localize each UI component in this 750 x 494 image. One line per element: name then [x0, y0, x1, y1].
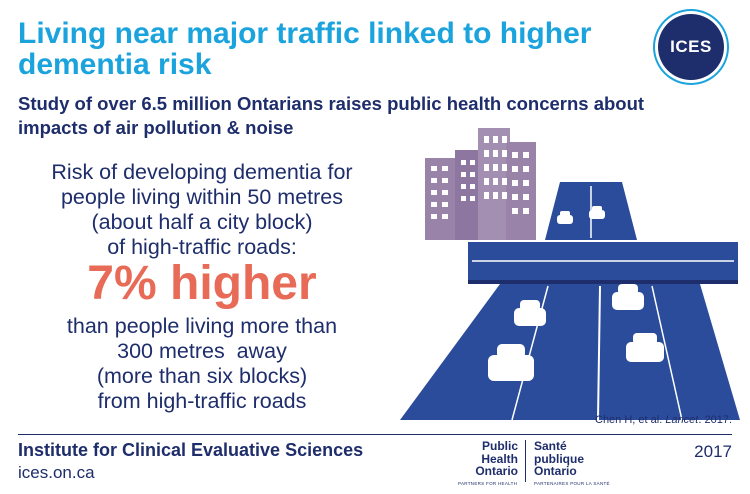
pho-line: Ontario	[534, 464, 577, 478]
car-icon	[626, 333, 664, 362]
finding-lead: Risk of developing dementia for people l…	[14, 160, 390, 260]
citation-journal: Lancet	[665, 414, 699, 426]
ices-logo: ICES	[658, 14, 724, 80]
highway-city-illustration	[400, 128, 740, 420]
pho-line: Public	[481, 439, 518, 453]
car-icon	[514, 300, 546, 326]
comparison-line: than people living more than	[66, 314, 338, 338]
organization-name: Institute for Clinical Evaluative Scienc…	[18, 440, 364, 460]
pho-line: Health	[481, 451, 518, 466]
car-icon	[488, 344, 534, 381]
near-road	[400, 284, 740, 420]
pho-french-tagline: PARTENAIRES POUR LA SANTÉ	[534, 481, 610, 486]
organization-url[interactable]: ices.on.ca	[18, 463, 95, 482]
publication-year: 2017	[694, 442, 732, 461]
finding-lead-line: Risk of developing dementia for	[51, 160, 353, 184]
pho-divider	[525, 440, 526, 482]
pho-line: Ontario	[475, 464, 518, 478]
risk-highlight: 7% higher	[87, 257, 317, 310]
city-buildings	[425, 128, 536, 240]
finding-lead-line: of high-traffic roads:	[107, 235, 297, 259]
car-icon	[612, 284, 644, 310]
pho-french-name: Santé publique Ontario	[534, 440, 634, 478]
citation-authors: Chen H, et al.	[595, 414, 666, 426]
far-car-icon	[557, 211, 573, 224]
headline: Living near major traffic linked to high…	[18, 17, 592, 81]
finding-lead-line: (about half a city block)	[91, 210, 313, 234]
subheadline: Study of over 6.5 million Ontarians rais…	[18, 93, 645, 138]
citation-year: . 2017.	[698, 414, 732, 426]
citation: Chen H, et al. Lancet. 2017.	[560, 414, 732, 426]
pho-english-name: Public Health Ontario	[438, 440, 518, 478]
comparison-line: from high-traffic roads	[97, 389, 307, 413]
far-car-icon	[589, 206, 605, 219]
comparison-line: 300 metres away	[117, 339, 287, 363]
finding-lead-line: people living within 50 metres	[60, 185, 344, 209]
finding-comparison: than people living more than 300 metres …	[14, 314, 390, 414]
pho-line: publique	[534, 451, 584, 466]
pho-line: Santé	[534, 439, 567, 453]
pho-english-tagline: PARTNERS FOR HEALTH	[458, 481, 518, 486]
comparison-line: (more than six blocks)	[96, 364, 308, 388]
footer-divider	[18, 434, 732, 435]
public-health-ontario-logo: Public Health Ontario PARTNERS FOR HEALT…	[438, 440, 628, 490]
